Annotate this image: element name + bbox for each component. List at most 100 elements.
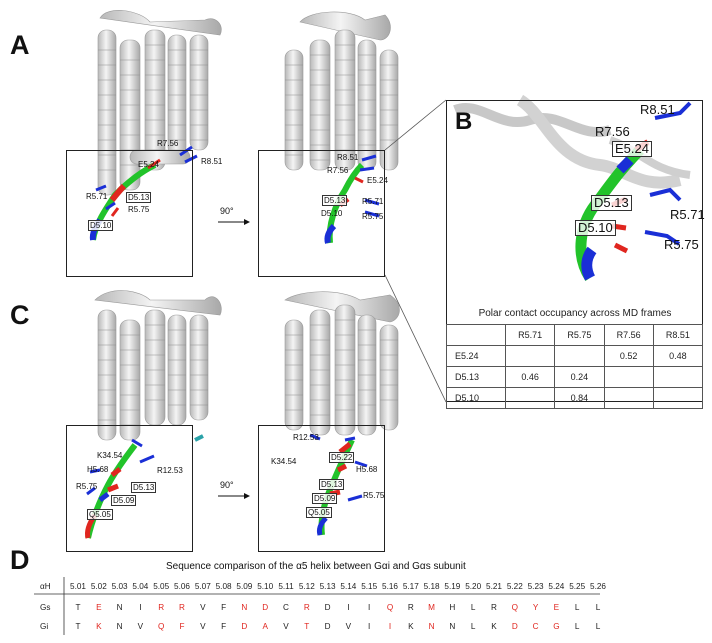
rotation-label-c: 90° [220,480,234,490]
table-header-cell: R5.75 [554,324,605,346]
table-cell [603,366,654,388]
sequence-position: 5.21 [486,582,502,591]
rotation-label-a: 90° [220,206,234,216]
sequence-position: 5.24 [548,582,565,591]
label-residue-boxed: Q5.05 [306,507,332,518]
sequence-residue: Q [511,603,518,612]
label-residue: R12.53 [157,466,183,475]
table-cell [554,345,605,367]
sequence-position: 5.25 [569,582,586,591]
label-residue-boxed: D5.13 [322,195,348,206]
label-residue-boxed: D5.13 [319,479,345,490]
label-residue: R8.51 [337,153,359,162]
table-cell: 0.46 [504,366,556,388]
label-residue-boxed: D5.13 [126,192,152,203]
table-cell: 0.24 [554,366,605,388]
table-header-cell: R8.51 [652,324,704,346]
sequence-position: 5.02 [90,582,107,591]
label-residue: K34.54 [271,457,297,466]
sequence-residue: V [200,603,206,612]
sequence-residue: F [221,622,227,631]
sequence-residue: R [407,603,414,612]
zoom-box-c-left [66,425,193,552]
sequence-residue: I [347,603,350,612]
label-residue-b-boxed: D5.10 [575,220,616,236]
sequence-residue: I [368,603,371,612]
sequence-residue: E [553,603,560,612]
label-residue-b-boxed: E5.24 [612,141,652,157]
sequence-position: 5.15 [361,582,378,591]
sequence-residue: N [449,622,456,631]
label-residue: R5.71 [362,197,384,206]
sequence-residue: D [324,603,331,612]
sequence-residue: N [116,622,123,631]
sequence-residue: D [511,622,518,631]
sequence-residue: A [262,622,268,631]
label-residue-b-boxed: D5.13 [591,195,632,211]
sequence-residue: L [595,603,601,612]
table-cell [504,345,556,367]
sequence-header-label: αH [40,582,51,591]
sequence-position: 5.04 [132,582,149,591]
protein-c-left [94,290,222,441]
sequence-row-label: Gs [40,603,51,612]
sequence-residue: N [116,603,123,612]
sequence-position: 5.13 [319,582,336,591]
label-residue-boxed: D5.13 [131,482,157,493]
sequence-residue: T [75,622,81,631]
sequence-residue: M [428,603,435,612]
sequence-residue: D [241,622,248,631]
sequence-table-lines [34,577,600,635]
label-residue: R8.51 [201,157,223,166]
sequence-residue: I [388,622,392,631]
occupancy-table: R5.71 R5.75 R7.56 R8.51 E5.24 0.52 0.48 … [446,324,704,409]
sequence-residue: I [139,603,142,612]
label-residue-b: R8.51 [640,102,675,117]
label-residue-b: R7.56 [595,124,630,139]
sequence-position: 5.16 [382,582,398,591]
sequence-residue: Q [158,622,165,631]
sequence-residue: C [283,603,289,612]
zoom-box-a-right [258,150,385,277]
sequence-position: 5.26 [590,582,606,591]
sequence-residue: R [303,603,310,612]
sequence-residue: H [449,603,456,612]
label-residue-boxed: D5.10 [88,220,114,231]
table-row: D5.10 0.84 [446,387,704,409]
zoom-box-a-left [66,150,193,277]
sequence-residue: V [345,622,352,631]
sequence-residue: D [262,603,269,612]
table-row-label: E5.24 [446,345,506,367]
panel-letter-d: D [10,545,30,575]
table-header-cell [446,324,506,346]
label-residue: R7.56 [157,139,179,148]
label-residue: R5.71 [86,192,108,201]
label-residue: D5.10 [321,209,343,218]
table-cell [603,387,654,409]
label-residue-boxed: D5.09 [312,493,338,504]
sequence-residue: R [491,603,497,612]
sequence-position: 5.08 [215,582,232,591]
sequence-residue: N [428,622,435,631]
sequence-residue: R [158,603,165,612]
protein-c-right [284,291,400,436]
label-residue-b: R5.75 [664,237,699,252]
sequence-row-label: Gi [40,622,49,631]
panel-letter-b: B [455,108,473,135]
label-residue-boxed: D5.09 [111,495,137,506]
sequence-position: 5.06 [174,582,190,591]
sequence-residue: T [304,622,310,631]
sequence-position: 5.07 [194,582,211,591]
sequence-position: 5.14 [340,582,357,591]
sequence-residue: I [368,622,371,631]
sequence-residue: T [75,603,81,612]
sequence-residue: K [408,622,414,631]
label-residue-boxed: Q5.05 [87,509,113,520]
label-residue-b: R5.71 [670,207,705,222]
sequence-residue: L [574,622,580,631]
sequence-residue: L [574,603,580,612]
label-residue: E5.24 [138,160,159,169]
table-header-row: R5.71 R5.75 R7.56 R8.51 [446,324,704,346]
sequence-position: 5.05 [153,582,170,591]
sequence-residue: Y [532,603,539,612]
